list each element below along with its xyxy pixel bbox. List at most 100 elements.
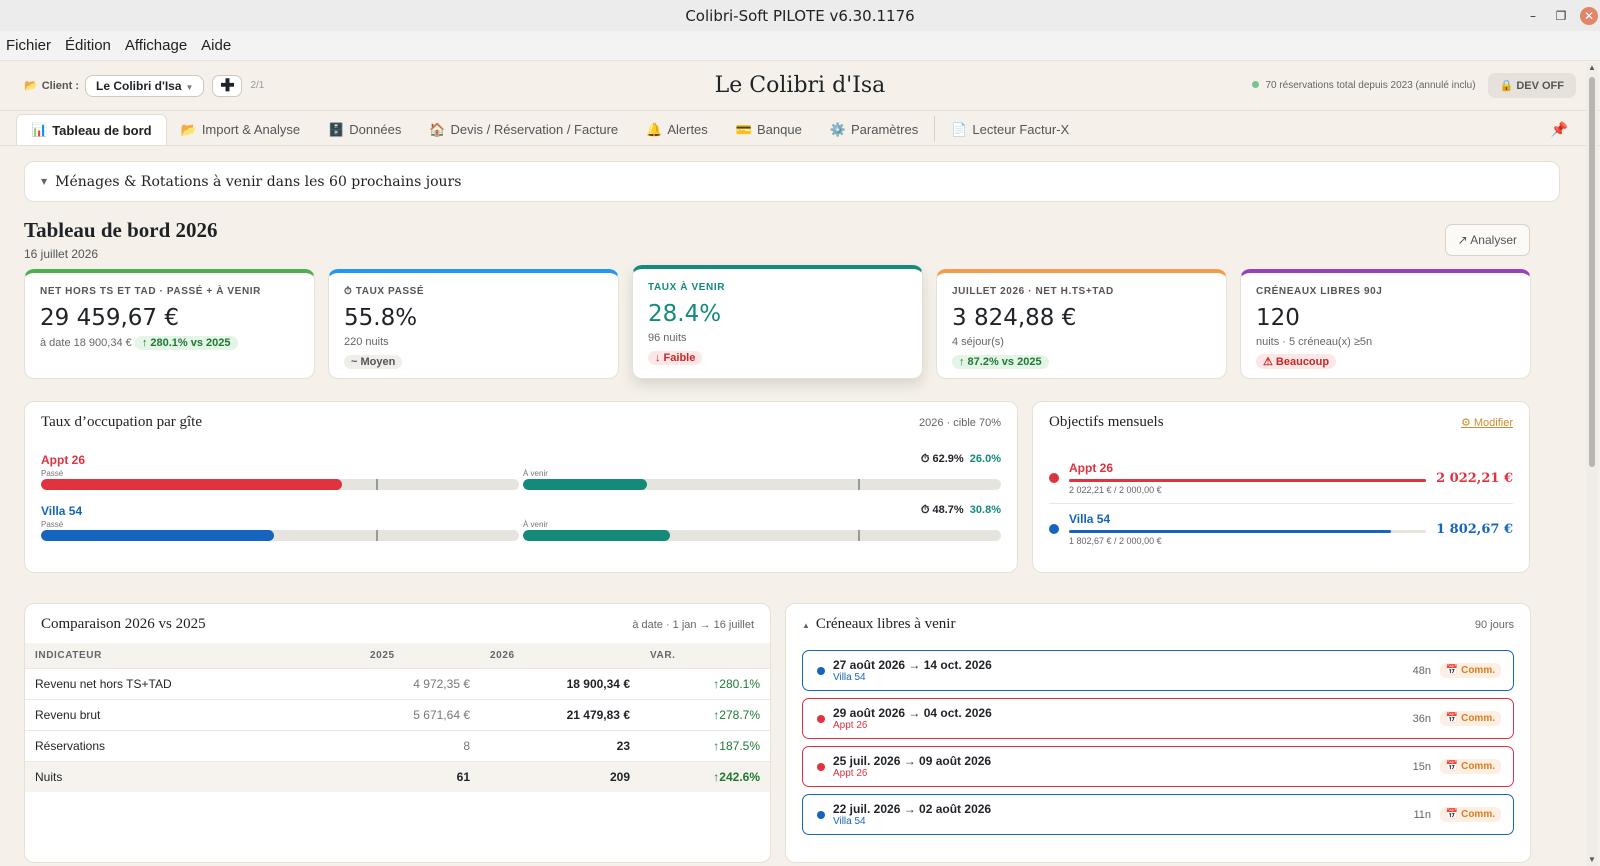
objective-progress — [1069, 530, 1391, 533]
reservation-status: 70 réservations total depuis 2023 (annul… — [1252, 80, 1476, 91]
creneaux-title: Créneaux libres à venir — [815, 616, 956, 632]
dev-off-button[interactable]: 🔒 DEV OFF — [1487, 73, 1576, 98]
comm-button[interactable]: 📅 Comm. — [1439, 759, 1501, 774]
objectives-panel: Objectifs mensuels ⚙ Modifier Appt 26 2 02… — [1032, 401, 1530, 573]
scroll-up-icon[interactable]: ▲ — [1588, 63, 1596, 72]
creneaux-panel: ▲ Créneaux libres à venir 90 jours 27 août… — [785, 603, 1531, 863]
scrollbar-thumb[interactable] — [1589, 77, 1595, 467]
document-icon: 📄 — [951, 121, 968, 137]
table-row: Revenu brut 5 671,64 €21 479,83 € ↑278.7% — [25, 699, 770, 731]
kpi-value: 3 824,88 € — [952, 305, 1077, 331]
analyze-button[interactable]: ↗ Analyser — [1444, 224, 1530, 256]
menu-aide[interactable]: Aide — [201, 37, 232, 54]
objective-row: Villa 54 1 802,67 € / 2 000,00 € 1 802,67… — [1033, 512, 1529, 546]
kpi-row: NET HORS TS ET TAD · PASSÉ + À VENIR 29 … — [24, 265, 1560, 379]
tab-banque[interactable]: 💳 Banque — [735, 121, 802, 138]
slot-item[interactable]: 22 juil. 2026 → 02 août 2026 Villa 54 11n… — [802, 794, 1514, 835]
kpi-badge: ↑ 280.1% vs 2025 — [134, 336, 238, 350]
past-bar-fill — [41, 479, 342, 490]
occupancy-row: Villa 54 ⏱ 48.7% 30.8% Passé À venir — [25, 504, 1017, 541]
add-client-button[interactable]: ✚ — [212, 74, 243, 97]
kpi-creneaux: CRÉNEAUX LIBRES 90J 120 nuits · 5 crénea… — [1240, 269, 1531, 379]
collapse-arrow-icon[interactable]: ▲ — [802, 621, 810, 630]
app-header: 📂 Client : Le Colibri d'Isa ▼ ✚ 2/1 Le Col… — [0, 61, 1600, 111]
kpi-badge: ~ Moyen — [344, 355, 403, 369]
table-row: Revenu net hors TS+TAD 4 972,35 €18 900,3… — [25, 668, 770, 700]
folder-icon: 📂 — [24, 80, 38, 92]
menu-fichier[interactable]: Fichier — [6, 37, 52, 54]
future-bar-fill — [523, 479, 648, 490]
kpi-juillet: JUILLET 2026 · NET H.TS+TAD 3 824,88 € 4… — [936, 269, 1227, 379]
main-content: ▼ Ménages & Rotations à venir dans les 6… — [24, 161, 1560, 863]
menu-bar: Fichier Édition Affichage Aide — [0, 31, 1600, 61]
window-titlebar: Colibri-Soft PILOTE v6.30.1176 – ❐ ✕ — [0, 0, 1600, 31]
tab-parametres[interactable]: ⚙️ Paramètres — [829, 121, 919, 138]
tab-devis-reservation-facture[interactable]: 🏠 Devis / Réservation / Facture — [429, 121, 619, 138]
pin-icon[interactable]: 📌 — [1550, 121, 1568, 137]
occupancy-row: Appt 26 ⏱ 62.9% 26.0% Passé À venir — [25, 453, 1017, 490]
cabinet-icon: 🗄️ — [328, 121, 345, 137]
table-row: Réservations 8 23 ↑187.5% — [25, 730, 770, 762]
menages-rotations-collapsible[interactable]: ▼ Ménages & Rotations à venir dans les 6… — [24, 161, 1560, 202]
menu-affichage[interactable]: Affichage — [124, 37, 188, 54]
objectives-title: Objectifs mensuels — [1049, 414, 1164, 430]
kpi-value: 55.8% — [344, 305, 418, 331]
comparison-title: Comparaison 2026 vs 2025 — [41, 616, 206, 632]
client-label: Client : — [41, 79, 79, 92]
collapse-arrow-icon: ▼ — [41, 177, 48, 186]
objective-row: Appt 26 2 022,21 € / 2 000,00 € 2 022,21 … — [1033, 461, 1529, 495]
folder-icon: 📂 — [180, 121, 197, 137]
kpi-net: NET HORS TS ET TAD · PASSÉ + À VENIR 29 … — [24, 269, 315, 379]
slot-item[interactable]: 29 août 2026 → 04 oct. 2026 Appt 26 36n 📅… — [802, 698, 1514, 739]
kpi-value: 29 459,67 € — [40, 305, 179, 331]
gear-icon: ⚙️ — [829, 121, 846, 137]
modifier-link[interactable]: ⚙ Modifier — [1460, 417, 1513, 429]
dashboard-header: Tableau de bord 2026 16 juillet 2026 ↗ A… — [24, 218, 1560, 266]
card-icon: 💳 — [735, 121, 752, 137]
slot-item[interactable]: 27 août 2026 → 14 oct. 2026 Villa 54 48n … — [802, 650, 1514, 691]
objective-amount: 2 022,21 € — [1436, 470, 1513, 486]
page-date: 16 juillet 2026 — [24, 247, 99, 261]
minimize-icon[interactable]: – — [1530, 8, 1536, 23]
scrollbar[interactable]: ▲ ▼ — [1586, 63, 1598, 866]
comm-button[interactable]: 📅 Comm. — [1439, 711, 1501, 726]
maximize-icon[interactable]: ❐ — [1555, 8, 1567, 23]
past-bar-fill — [41, 530, 274, 541]
kpi-badge: ↑ 87.2% vs 2025 — [952, 355, 1049, 369]
tab-divider — [934, 116, 936, 142]
kpi-taux-a-venir: TAUX À VENIR 28.4% 96 nuits ↓ Faible — [632, 265, 923, 379]
house-icon: 🏠 — [429, 121, 446, 137]
close-icon[interactable]: ✕ — [1580, 6, 1598, 25]
kpi-badge: ↓ Faible — [648, 351, 703, 365]
kpi-value: 28.4% — [648, 301, 722, 327]
menu-edition[interactable]: Édition — [65, 37, 111, 54]
status-dot-icon — [1252, 81, 1260, 88]
tab-import-analyse[interactable]: 📂 Import & Analyse — [180, 121, 301, 138]
bell-icon: 🔔 — [646, 121, 663, 137]
tab-lecteur-factur-x[interactable]: 📄 Lecteur Factur-X — [951, 121, 1070, 138]
comm-button[interactable]: 📅 Comm. — [1439, 807, 1501, 822]
client-select[interactable]: Le Colibri d'Isa ▼ — [84, 74, 205, 97]
comparison-panel: Comparaison 2026 vs 2025 à date · 1 jan →… — [24, 603, 771, 863]
future-bar-fill — [523, 530, 671, 541]
kpi-badge: ⚠ Beaucoup — [1256, 354, 1337, 369]
occupancy-title: Taux d’occupation par gîte — [41, 414, 202, 430]
table-row: Nuits 61 209 ↑242.6% — [25, 761, 770, 792]
client-count: 2/1 — [250, 80, 265, 91]
slot-item[interactable]: 25 juil. 2026 → 09 août 2026 Appt 26 15n … — [802, 746, 1514, 787]
occupancy-panel: Taux d’occupation par gîte 2026 · cible 7… — [24, 401, 1018, 573]
objective-amount: 1 802,67 € — [1436, 521, 1513, 537]
chevron-down-icon: ▼ — [185, 82, 194, 92]
tab-alertes[interactable]: 🔔 Alertes — [646, 121, 708, 138]
chart-icon: 📊 — [31, 122, 48, 137]
tab-donnees[interactable]: 🗄️ Données — [328, 121, 402, 138]
page-title: Tableau de bord 2026 — [24, 218, 218, 242]
kpi-value: 120 — [1256, 305, 1300, 331]
comm-button[interactable]: 📅 Comm. — [1439, 663, 1501, 678]
kpi-taux-passe: ⏱ TAUX PASSÉ 55.8% 220 nuits ~ Moyen — [328, 269, 619, 379]
tab-tableau-de-bord[interactable]: 📊 Tableau de bord — [16, 114, 167, 145]
window-title: Colibri-Soft PILOTE v6.30.1176 — [685, 6, 915, 25]
objective-progress — [1069, 479, 1427, 482]
scroll-down-icon[interactable]: ▼ — [1588, 855, 1596, 864]
tab-bar: 📊 Tableau de bord 📂 Import & Analyse 🗄️ Don… — [0, 111, 1600, 146]
